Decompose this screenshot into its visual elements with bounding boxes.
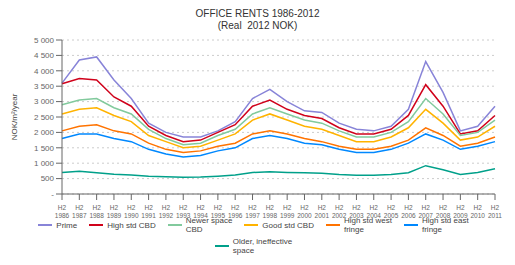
svg-text:H21991: H21991: [141, 204, 156, 219]
svg-text:NOK/m²/year: NOK/m²/year: [10, 93, 19, 140]
svg-text:1 500: 1 500: [34, 144, 55, 153]
svg-text:H21987: H21987: [72, 204, 87, 219]
html-text:Prime: Prime: [56, 220, 78, 230]
svg-text:H22009: H22009: [453, 204, 468, 219]
svg-text:H21999: H21999: [280, 204, 295, 219]
svg-text:H21993: H21993: [176, 204, 191, 219]
svg-text:H21995: H21995: [211, 204, 226, 219]
svg-text:H21997: H21997: [245, 204, 260, 219]
svg-text:H22004: H22004: [367, 204, 382, 219]
html-text:High std CBD: High std CBD: [107, 220, 156, 230]
svg-text:H22007: H22007: [418, 204, 433, 219]
svg-text:H22008: H22008: [436, 204, 451, 219]
svg-text:2 000: 2 000: [34, 128, 55, 137]
svg-text:5 000: 5 000: [34, 36, 55, 45]
svg-text:H22001: H22001: [315, 204, 330, 219]
svg-text:4 000: 4 000: [34, 67, 55, 76]
html-text:Older, ineffective space: Older, ineffective space: [232, 237, 293, 255]
svg-text:H21986: H21986: [55, 204, 70, 219]
svg-text:H22005: H22005: [384, 204, 399, 219]
svg-text:H22010: H22010: [470, 204, 485, 219]
svg-text:H22011: H22011: [488, 204, 502, 219]
html-text:Good std CBD: Good std CBD: [262, 220, 314, 230]
svg-text:500: 500: [41, 174, 55, 183]
svg-text:H22006: H22006: [401, 204, 416, 219]
svg-text:3 000: 3 000: [34, 97, 55, 106]
svg-text:H21994: H21994: [193, 204, 208, 219]
html-text:Newer space CBD: Newer space CBD: [185, 216, 233, 234]
html-text:High std east fringe: High std east fringe: [422, 216, 469, 234]
svg-text:H21988: H21988: [89, 204, 104, 219]
svg-text:H22003: H22003: [349, 204, 364, 219]
svg-text:-: -: [51, 190, 54, 199]
svg-text:H21998: H21998: [263, 204, 278, 219]
svg-text:H22002: H22002: [332, 204, 347, 219]
svg-text:2 500: 2 500: [34, 113, 55, 122]
svg-text:1 000: 1 000: [34, 159, 55, 168]
svg-text:H21996: H21996: [228, 204, 243, 219]
svg-text:4 500: 4 500: [34, 51, 55, 60]
svg-text:H21989: H21989: [107, 204, 122, 219]
html-text:OFFICE RENTS 1986-2012 (Real 2: OFFICE RENTS 1986-2012 (Real 2012 NOK): [195, 8, 320, 31]
svg-text:H21992: H21992: [159, 204, 174, 219]
html-text:High std west fringe: High std west fringe: [343, 216, 392, 234]
svg-text:3 500: 3 500: [34, 82, 55, 91]
svg-text:H21990: H21990: [124, 204, 139, 219]
svg-text:H22000: H22000: [297, 204, 312, 219]
